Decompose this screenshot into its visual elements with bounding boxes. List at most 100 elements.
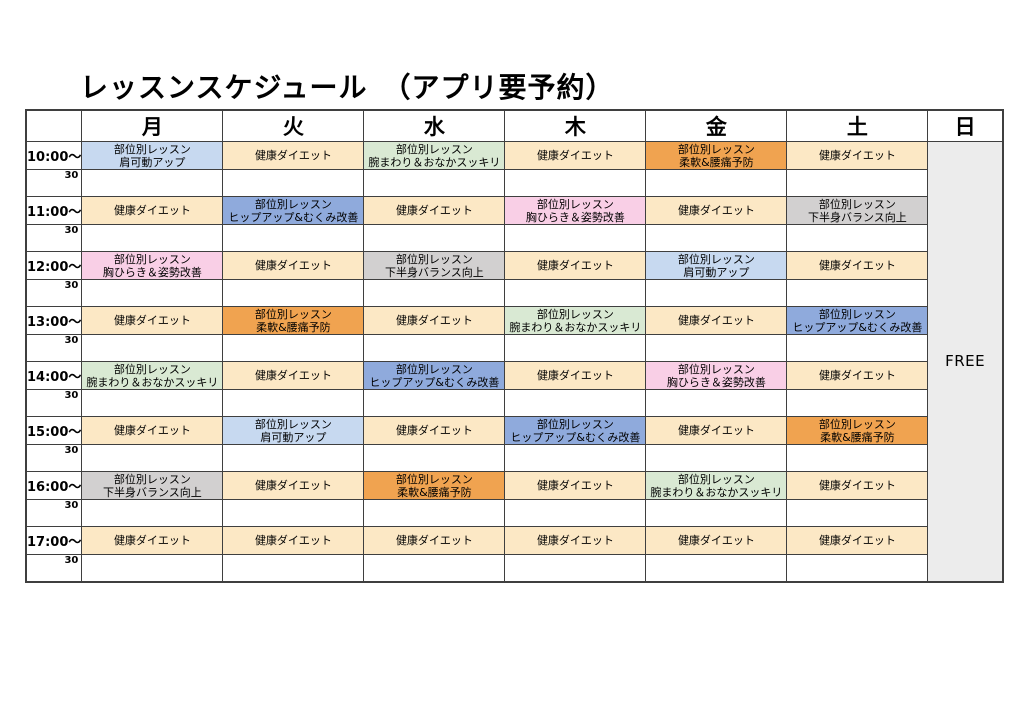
lesson-line: 健康ダイエット bbox=[254, 149, 332, 162]
hour-row-2: 12:00～ 部位別レッスン 胸ひらき＆姿勢改善 健康ダイエット 部位別レッスン 下半身バ… bbox=[25, 251, 1003, 280]
lesson-cell: 部位別レッスン 下半身バランス向上 bbox=[81, 471, 224, 500]
lesson-cell: 健康ダイエット bbox=[786, 471, 929, 500]
day-header-5: 土 bbox=[786, 109, 929, 142]
lesson-line: 胸ひらき＆姿勢改善 bbox=[102, 265, 202, 279]
lesson-line: 健康ダイエット bbox=[536, 149, 614, 162]
time-label: 12:00～ bbox=[25, 251, 83, 280]
lesson-line: 健康ダイエット bbox=[395, 204, 473, 217]
lesson-cell: 健康ダイエット bbox=[786, 526, 929, 555]
half-text: 30 bbox=[64, 280, 79, 292]
lesson-line: 健康ダイエット bbox=[254, 534, 332, 547]
lesson-line: 健康ダイエット bbox=[818, 259, 896, 272]
lesson-line: 健康ダイエット bbox=[395, 534, 473, 547]
empty-cell bbox=[81, 334, 224, 362]
empty-cell bbox=[363, 334, 506, 362]
lesson-cell: 健康ダイエット bbox=[222, 251, 365, 280]
lesson-line: 健康ダイエット bbox=[254, 479, 332, 492]
day-header-2: 水 bbox=[363, 109, 506, 142]
lesson-line: 健康ダイエット bbox=[113, 204, 191, 217]
empty-cell bbox=[504, 389, 647, 417]
time-label: 10:00～ bbox=[25, 141, 83, 170]
empty-cell bbox=[363, 389, 506, 417]
lesson-line: 胸ひらき＆姿勢改善 bbox=[666, 375, 766, 389]
day-header-4: 金 bbox=[645, 109, 788, 142]
lesson-line: 健康ダイエット bbox=[254, 369, 332, 382]
lesson-line: 健康ダイエット bbox=[818, 369, 896, 382]
day-label: 土 bbox=[846, 115, 868, 139]
lesson-line: ヒップアップ&むくみ改善 bbox=[510, 430, 641, 444]
time-text: 14:00～ bbox=[27, 370, 82, 385]
half-text: 30 bbox=[64, 555, 79, 567]
lesson-cell: 健康ダイエット bbox=[363, 196, 506, 225]
lesson-cell: 健康ダイエット bbox=[645, 306, 788, 335]
empty-cell bbox=[786, 169, 929, 197]
empty-cell bbox=[645, 499, 788, 527]
time-text: 13:00～ bbox=[27, 315, 82, 330]
empty-cell bbox=[222, 169, 365, 197]
lesson-cell: 健康ダイエット bbox=[786, 361, 929, 390]
day-header-3: 木 bbox=[504, 109, 647, 142]
empty-cell bbox=[645, 444, 788, 472]
time-label: 17:00～ bbox=[25, 526, 83, 555]
lesson-cell: 健康ダイエット bbox=[645, 526, 788, 555]
time-text: 15:00～ bbox=[27, 425, 82, 440]
lesson-line: 健康ダイエット bbox=[677, 314, 755, 327]
half-text: 30 bbox=[64, 225, 79, 237]
lesson-cell: 部位別レッスン 胸ひらき＆姿勢改善 bbox=[645, 361, 788, 390]
half-hour-label: 30 bbox=[25, 169, 83, 197]
time-label: 14:00～ bbox=[25, 361, 83, 390]
lesson-line: 健康ダイエット bbox=[395, 424, 473, 437]
lesson-cell: 健康ダイエット bbox=[786, 251, 929, 280]
lesson-line: 柔軟&腰痛予防 bbox=[820, 430, 895, 444]
lesson-cell: 健康ダイエット bbox=[504, 251, 647, 280]
lesson-line: 部位別レッスン bbox=[254, 417, 332, 431]
lesson-cell: 部位別レッスン 柔軟&腰痛予防 bbox=[363, 471, 506, 500]
half-text: 30 bbox=[64, 500, 79, 512]
lesson-line: 柔軟&腰痛予防 bbox=[397, 485, 472, 499]
time-text: 17:00～ bbox=[27, 535, 82, 550]
lesson-cell: 健康ダイエット bbox=[222, 361, 365, 390]
lesson-line: 胸ひらき＆姿勢改善 bbox=[525, 210, 625, 224]
empty-cell bbox=[504, 279, 647, 307]
lesson-cell: 部位別レッスン ヒップアップ&むくみ改善 bbox=[504, 416, 647, 445]
lesson-line: 部位別レッスン bbox=[113, 142, 191, 156]
empty-cell bbox=[504, 334, 647, 362]
empty-cell bbox=[222, 444, 365, 472]
lesson-line: 部位別レッスン bbox=[818, 307, 896, 321]
lesson-line: 部位別レッスン bbox=[536, 307, 614, 321]
lesson-cell: 部位別レッスン 肩可動アップ bbox=[645, 251, 788, 280]
lesson-cell: 健康ダイエット bbox=[222, 471, 365, 500]
half-row-5: 30 bbox=[25, 444, 1003, 472]
lesson-line: 腕まわり＆おなかスッキリ bbox=[86, 375, 219, 389]
half-row-7: 30 bbox=[25, 554, 1003, 582]
lesson-line: ヒップアップ&むくみ改善 bbox=[792, 320, 923, 334]
lesson-line: 健康ダイエット bbox=[254, 259, 332, 272]
half-row-4: 30 bbox=[25, 389, 1003, 417]
page-title: レッスンスケジュール （アプリ要予約） bbox=[80, 71, 615, 104]
day-label: 火 bbox=[282, 115, 304, 139]
hour-row-0: 10:00～ 部位別レッスン 肩可動アップ 健康ダイエット 部位別レッスン 腕まわり＆おな… bbox=[25, 141, 1004, 582]
empty-cell bbox=[786, 389, 929, 417]
lesson-line: 健康ダイエット bbox=[536, 534, 614, 547]
time-label: 11:00～ bbox=[25, 196, 83, 225]
time-label: 13:00～ bbox=[25, 306, 83, 335]
day-header-0: 月 bbox=[81, 109, 224, 142]
day-label: 木 bbox=[564, 115, 586, 139]
free-cell: FREE bbox=[927, 141, 1004, 582]
lesson-line: 部位別レッスン bbox=[677, 472, 755, 486]
lesson-line: 部位別レッスン bbox=[395, 252, 473, 266]
empty-cell bbox=[81, 279, 224, 307]
lesson-cell: 部位別レッスン 腕まわり＆おなかスッキリ bbox=[504, 306, 647, 335]
half-text: 30 bbox=[64, 170, 79, 182]
lesson-line: 部位別レッスン bbox=[254, 197, 332, 211]
empty-cell bbox=[504, 499, 647, 527]
time-text: 12:00～ bbox=[27, 260, 82, 275]
lesson-line: ヒップアップ&むくみ改善 bbox=[228, 210, 359, 224]
empty-cell bbox=[645, 224, 788, 252]
half-hour-label: 30 bbox=[25, 499, 83, 527]
lesson-line: 肩可動アップ bbox=[260, 430, 327, 444]
lesson-line: 部位別レッスン bbox=[395, 362, 473, 376]
lesson-line: 健康ダイエット bbox=[536, 479, 614, 492]
lesson-line: 健康ダイエット bbox=[677, 204, 755, 217]
lesson-cell: 部位別レッスン 胸ひらき＆姿勢改善 bbox=[504, 196, 647, 225]
